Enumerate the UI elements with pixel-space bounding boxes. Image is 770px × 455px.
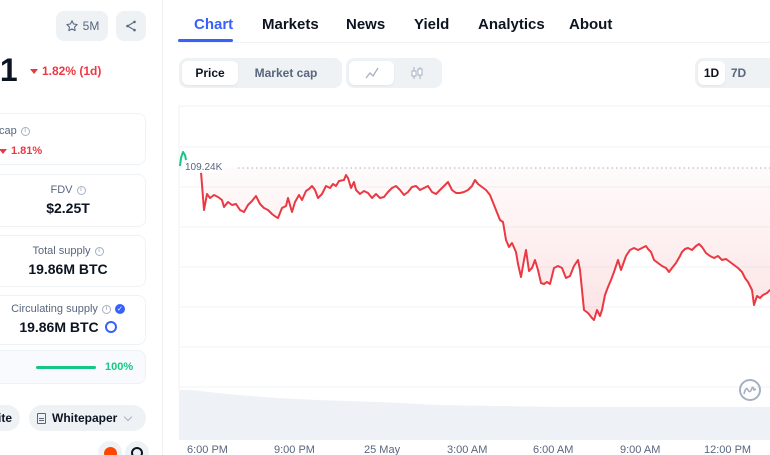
- triangle-down-icon: [30, 68, 38, 74]
- chart-type-toggle: Price Market cap: [179, 58, 342, 88]
- panel-divider: [162, 0, 163, 455]
- supply-ring-icon: [104, 321, 117, 333]
- whitepaper-button[interactable]: Whitepaper: [29, 405, 146, 431]
- coinmarketcap-logo-icon: [739, 379, 761, 401]
- candlestick-icon: [411, 67, 422, 79]
- supply-progress-card: 100%: [0, 350, 146, 384]
- tab-chart[interactable]: Chart: [194, 16, 234, 33]
- market-cap-toggle[interactable]: Market cap: [254, 66, 318, 80]
- market-cap-label: cap i: [0, 125, 30, 137]
- line-chart-button[interactable]: [349, 61, 394, 85]
- x-tick-label: 3:00 AM: [447, 444, 488, 455]
- current-price: .1: [0, 52, 18, 88]
- price-change-text: 1.82% (1d): [42, 64, 102, 78]
- watchlist-count: 5M: [82, 19, 100, 33]
- fdv-label-text: FDV: [50, 184, 73, 196]
- total-supply-label-text: Total supply: [32, 245, 91, 257]
- chart-style-toggle: [346, 58, 442, 88]
- info-icon[interactable]: i: [101, 304, 111, 314]
- circulating-supply-value: 19.86M BTC: [0, 319, 145, 335]
- price-chart[interactable]: [178, 100, 770, 440]
- market-cap-change-text: 1.81%: [11, 145, 43, 157]
- document-icon: [37, 412, 46, 424]
- chevron-down-icon: [124, 412, 133, 421]
- info-icon[interactable]: i: [20, 126, 30, 136]
- tab-yield[interactable]: Yield: [414, 16, 450, 33]
- tab-analytics[interactable]: Analytics: [478, 16, 545, 33]
- info-icon[interactable]: i: [94, 246, 104, 256]
- github-link[interactable]: [125, 441, 149, 455]
- tab-markets[interactable]: Markets: [262, 16, 319, 33]
- tab-news[interactable]: News: [346, 16, 386, 33]
- triangle-down-icon: [0, 148, 7, 154]
- candlestick-chart-button[interactable]: [394, 61, 439, 85]
- range-1d[interactable]: 1D: [698, 61, 725, 85]
- share-button[interactable]: [116, 11, 146, 41]
- x-tick-label: 9:00 AM: [620, 444, 661, 455]
- price-toggle[interactable]: Price: [182, 61, 238, 85]
- total-supply-card: Total supply i 19.86M BTC: [0, 235, 146, 287]
- market-cap-card: cap i 1.81%: [0, 113, 146, 165]
- share-icon: [126, 20, 136, 32]
- circulating-supply-card: Circulating supply i ✓ 19.86M BTC: [0, 295, 146, 345]
- star-icon: [65, 20, 78, 32]
- price-line: [200, 171, 770, 321]
- price-chart-svg: [178, 105, 770, 440]
- total-supply-label: Total supply i: [0, 245, 145, 257]
- detail-tabs: Chart Markets News Yield Analytics About: [178, 0, 770, 43]
- circulating-supply-value-text: 19.86M BTC: [19, 319, 99, 335]
- total-supply-value: 19.86M BTC: [28, 261, 108, 277]
- supply-progress-bar: [36, 366, 96, 369]
- time-range-toggle: 1D 7D: [695, 58, 770, 88]
- reddit-icon: [103, 446, 117, 455]
- website-button[interactable]: ite: [0, 405, 20, 431]
- fdv-label: FDV i: [0, 184, 145, 196]
- line-chart-icon: [364, 67, 379, 79]
- fdv-card: FDV i $2.25T: [0, 174, 146, 227]
- market-cap-change: 1.81%: [0, 145, 42, 157]
- whitepaper-label: Whitepaper: [52, 411, 118, 425]
- x-tick-label: 25 May: [364, 444, 401, 455]
- active-tab-indicator: [178, 39, 233, 42]
- reference-price-label: 109.24K: [184, 162, 224, 173]
- github-icon: [131, 447, 143, 455]
- reddit-link[interactable]: [98, 441, 122, 455]
- verified-check-icon: ✓: [114, 304, 125, 314]
- watchlist-button[interactable]: 5M: [56, 11, 108, 41]
- range-7d[interactable]: 7D: [730, 66, 747, 80]
- volume-area: [179, 390, 770, 440]
- x-tick-label: 9:00 PM: [274, 444, 315, 455]
- x-tick-label: 12:00 PM: [704, 444, 752, 455]
- price-change-24h: 1.82% (1d): [30, 64, 101, 78]
- fdv-value: $2.25T: [46, 200, 90, 216]
- market-cap-label-text: cap: [0, 125, 17, 137]
- circulating-supply-label: Circulating supply i ✓: [0, 303, 145, 315]
- x-tick-label: 6:00 AM: [533, 444, 574, 455]
- circulating-supply-label-text: Circulating supply: [11, 303, 98, 315]
- website-label: ite: [0, 411, 12, 425]
- coin-summary-panel: 5M .1 1.82% (1d) cap i 1.81% FDV i $2.25…: [0, 0, 160, 455]
- info-icon[interactable]: i: [76, 185, 86, 195]
- x-tick-label: 6:00 PM: [187, 444, 228, 455]
- supply-progress-value: 100%: [105, 361, 134, 373]
- tab-about[interactable]: About: [569, 16, 613, 33]
